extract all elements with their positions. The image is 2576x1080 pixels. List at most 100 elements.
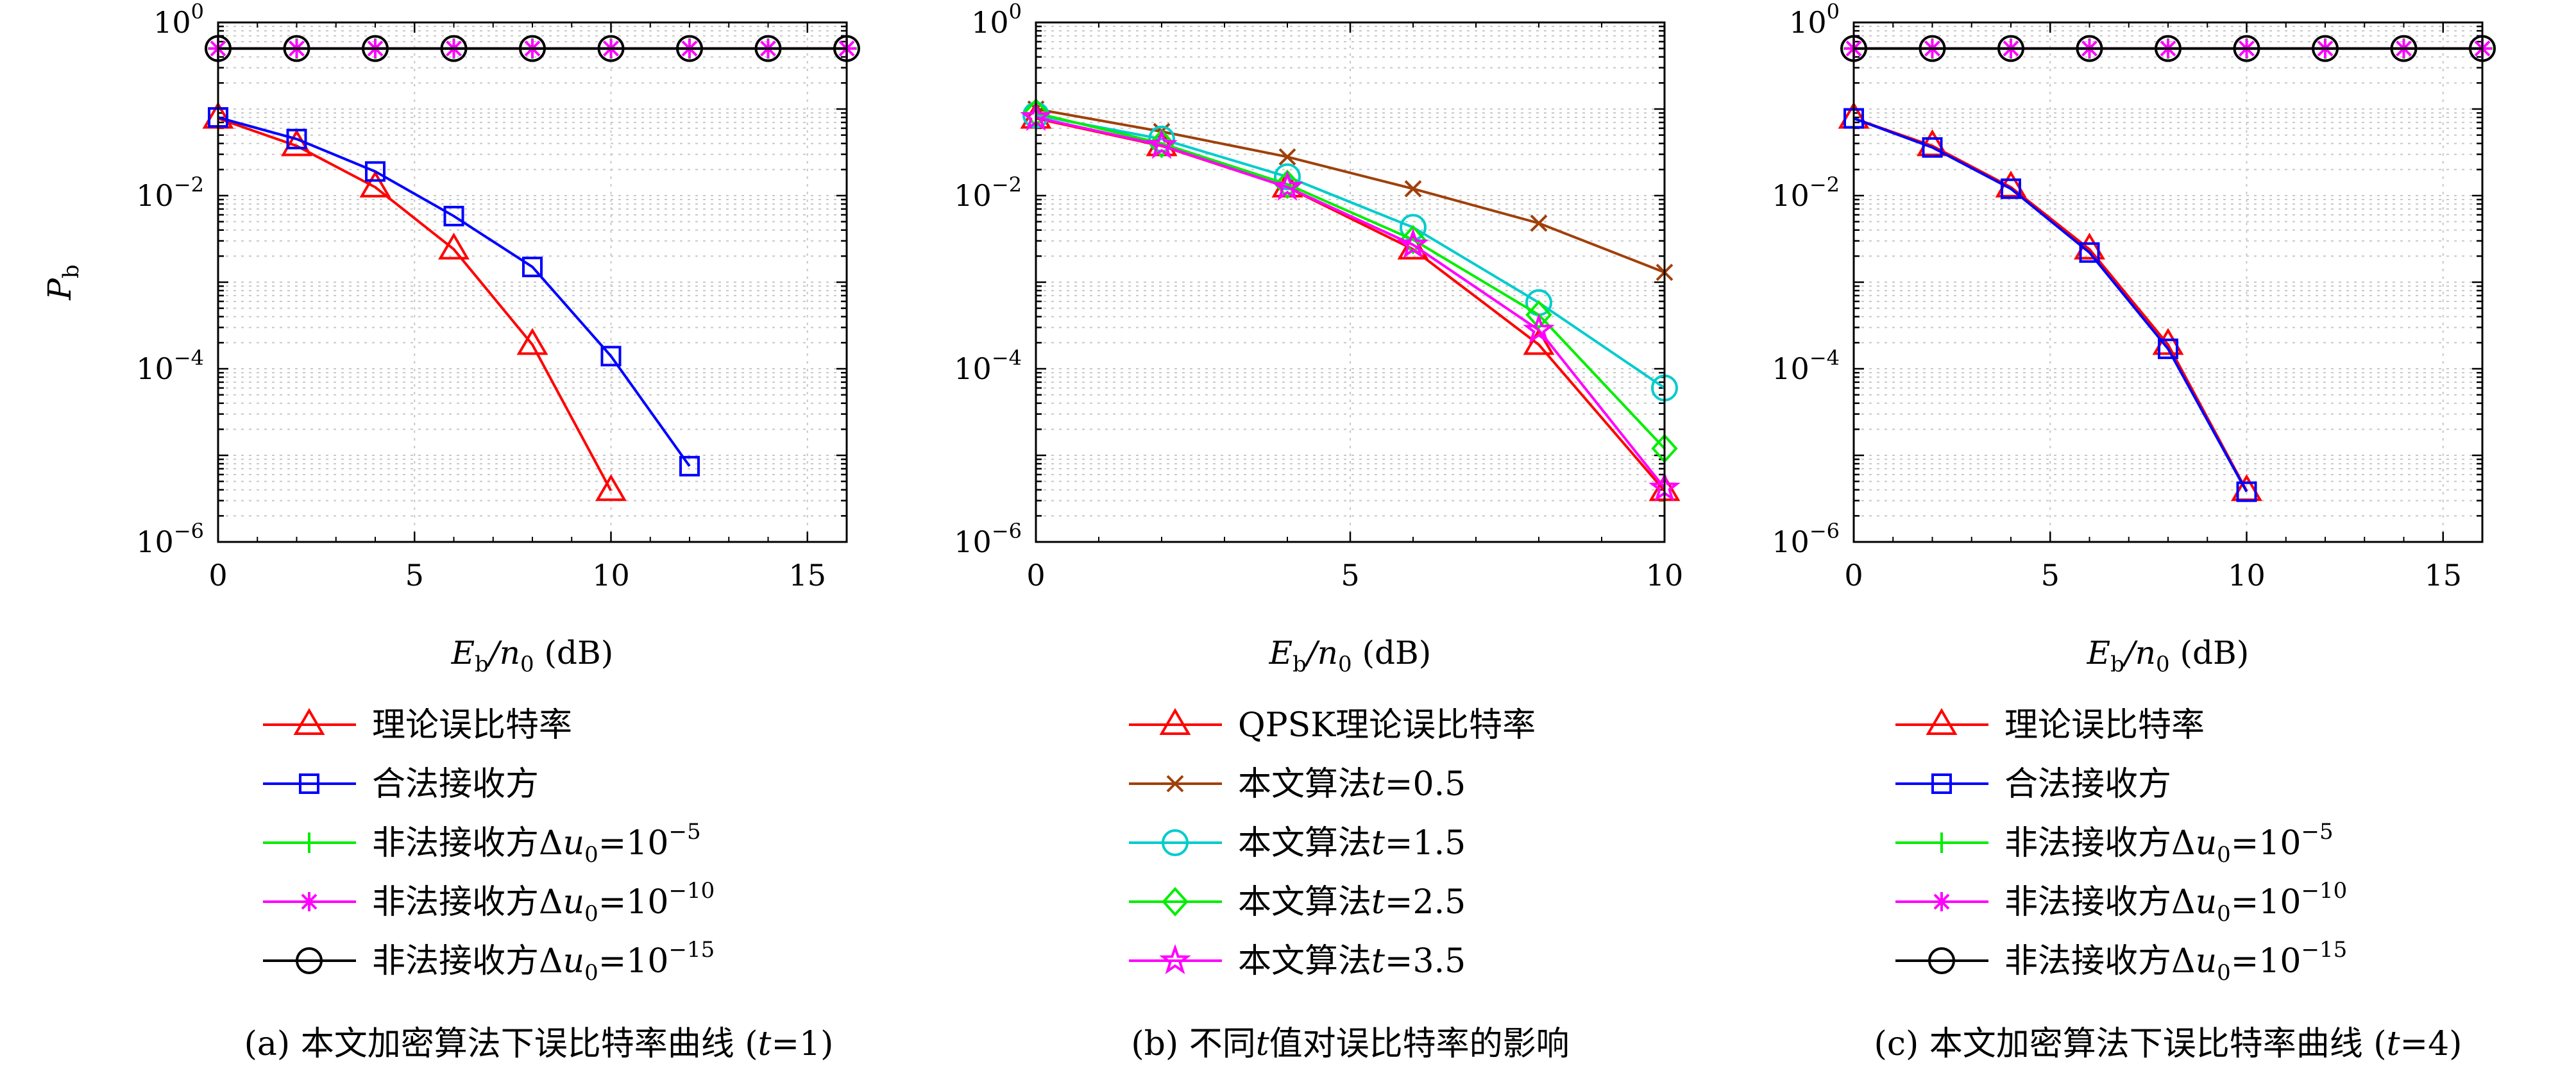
series-5 (1020, 101, 1681, 502)
legend-item: QPSK理论误比特率 (1129, 706, 1536, 745)
data-point (286, 128, 307, 149)
y-tick-label: 10−4 (954, 346, 1022, 386)
data-point (1523, 313, 1555, 344)
plot-frame (1035, 21, 1666, 543)
series-line (1035, 116, 1666, 489)
series-5 (205, 35, 860, 62)
series-line (1035, 114, 1666, 389)
data-point (600, 346, 622, 367)
x-axis-label: Eb/n0 (dB) (451, 634, 614, 677)
series-line (217, 116, 691, 468)
data-point (1917, 129, 1948, 156)
data-point (2155, 35, 2182, 62)
data-point (2079, 242, 2100, 263)
legend-label: 本文算法t=2.5 (1238, 883, 1466, 922)
y-tick-label: 10−6 (136, 519, 204, 559)
plot-frame (217, 21, 848, 543)
data-point (597, 35, 625, 62)
legend-label: 非法接收方Δu0=10−15 (2004, 937, 2347, 986)
x-tick-label: 10 (592, 558, 630, 593)
legend-item: 合法接收方 (1895, 765, 2171, 804)
legend-swatch-marker (1162, 887, 1189, 916)
series-line (1035, 117, 1666, 492)
legend-swatch-marker (1931, 773, 1952, 794)
legend-swatch-marker (300, 892, 319, 911)
data-point (362, 35, 389, 62)
panel-caption: (c) 本文加密算法下误比特率曲线 (t=4) (1874, 1025, 2462, 1063)
series-4 (1022, 98, 1678, 464)
chart-panel-3: 100 10−2 10−4 10−60 5 10 15 Eb/n0 (dB) 理论误比特率合法接… (1772, 0, 2496, 1063)
data-point (2233, 35, 2260, 62)
legend-item: 本文算法t=1.5 (1129, 824, 1466, 863)
data-point (1404, 180, 1422, 198)
data-point (1530, 214, 1548, 232)
data-point (679, 455, 700, 477)
x-tick-label: 10 (1646, 558, 1684, 593)
data-point (754, 35, 782, 62)
legend-label: 本文算法t=3.5 (1238, 942, 1466, 981)
data-point (1397, 228, 1429, 258)
legend-label: 本文算法t=0.5 (1238, 765, 1466, 804)
x-axis-label: Eb/n0 (dB) (1269, 634, 1432, 677)
series-2 (1843, 108, 2257, 502)
legend-item: 理论误比特率 (1895, 706, 2205, 745)
y-tick-label: 10−2 (1772, 173, 1840, 213)
data-point (1922, 137, 1943, 158)
legend-label: 合法接收方 (372, 765, 539, 804)
legend-swatch-marker (296, 947, 323, 974)
data-point (1525, 300, 1552, 330)
series-line (1035, 112, 1666, 450)
panel-caption: (b) 不同t值对误比特率的影响 (1131, 1025, 1569, 1063)
legend-item: 合法接收方 (263, 765, 539, 804)
data-point (443, 205, 464, 226)
data-point (1997, 35, 2024, 62)
data-point (516, 328, 548, 355)
y-tick-label: 10−6 (1772, 519, 1840, 559)
series-2 (208, 107, 700, 477)
legend-label: 非法接收方Δu0=10−10 (372, 878, 715, 927)
data-point (2001, 178, 2021, 199)
legend-item: 本文算法t=2.5 (1129, 883, 1466, 922)
legend-swatch-marker (1926, 708, 1958, 735)
data-point (595, 474, 627, 502)
data-point (1278, 148, 1296, 166)
plot-frame (1852, 21, 2484, 543)
x-tick-label: 5 (2041, 558, 2060, 593)
legend-label: 非法接收方Δu0=10−10 (2004, 878, 2347, 927)
y-axis-label: Pb (41, 264, 84, 300)
data-point (2390, 35, 2418, 62)
legend-swatch-marker (299, 773, 319, 794)
legend-swatch-marker (1159, 708, 1191, 735)
legend-item: 本文算法t=3.5 (1129, 942, 1466, 981)
legend-swatch-marker (1162, 829, 1189, 856)
series-line (1853, 117, 2248, 492)
x-tick-label: 10 (2228, 558, 2266, 593)
legend-label: 合法接收方 (2004, 765, 2171, 804)
grid-lines (1036, 22, 1665, 542)
x-axis-label: Eb/n0 (dB) (2087, 634, 2250, 677)
data-point (438, 232, 470, 260)
series-line (1853, 117, 2248, 493)
x-tick-label: 15 (2424, 558, 2462, 593)
x-tick-label: 0 (1026, 558, 1045, 593)
data-point (283, 35, 310, 62)
data-point (2158, 338, 2178, 359)
data-point (1400, 224, 1427, 255)
legend-label: QPSK理论误比特率 (1238, 706, 1536, 745)
y-tick-label: 10−4 (136, 346, 204, 386)
legend-swatch-marker (299, 832, 319, 853)
legend-swatch-marker (1166, 775, 1184, 793)
data-point (1271, 170, 1303, 201)
data-point (365, 161, 386, 182)
legend-label: 非法接收方Δu0=10−15 (372, 937, 715, 986)
y-tick-label: 100 (1789, 0, 1840, 40)
legend-item: 非法接收方Δu0=10−10 (263, 878, 715, 927)
panel-caption: (a) 本文加密算法下误比特率曲线 (t=1) (244, 1025, 834, 1063)
legend-label: 非法接收方Δu0=10−5 (372, 819, 701, 868)
data-point (359, 170, 391, 198)
legend-item: 非法接收方Δu0=10−15 (263, 937, 715, 986)
x-tick-label: 0 (208, 558, 227, 593)
chart-panel-2: 100 10−2 10−4 10−60 5 10 Eb/n0 (dB) QPSK理论误比特率本… (954, 0, 1683, 1063)
legend-label: 理论误比特率 (2004, 706, 2205, 745)
chart-panel-1: 100 10−2 10−4 10−60 5 10 15 Eb/n0 (dB) Pb 理论误比特率合… (41, 0, 860, 1063)
